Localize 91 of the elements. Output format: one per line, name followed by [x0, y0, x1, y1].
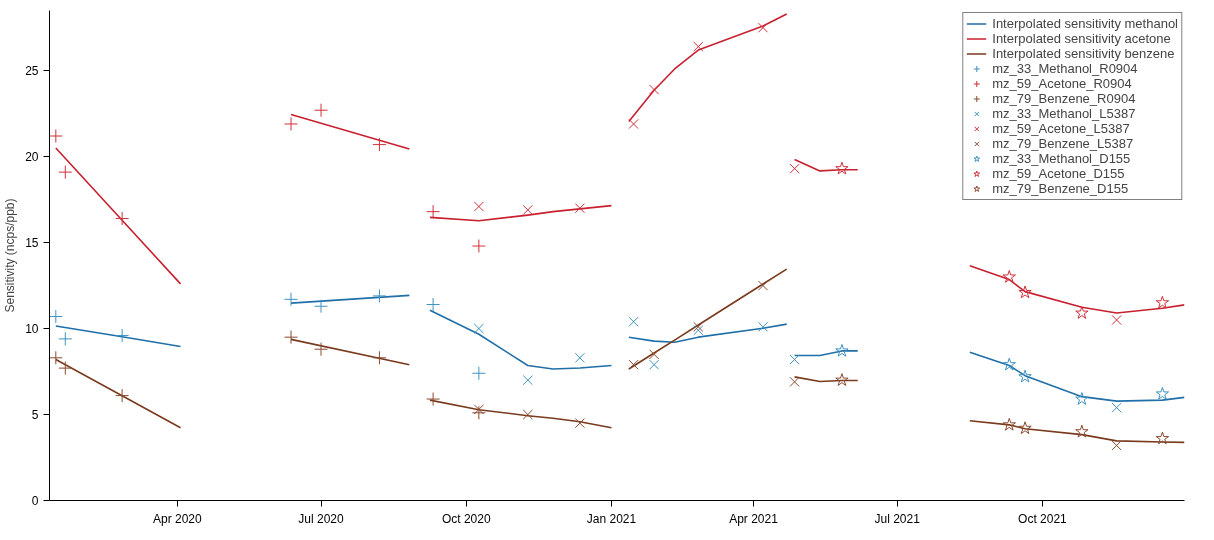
x-tick-label: Apr 2021: [729, 511, 779, 526]
point: [426, 297, 441, 312]
point: [522, 375, 533, 386]
y-tick-label: 5: [31, 408, 39, 423]
point: [314, 342, 329, 357]
point: [1075, 392, 1089, 405]
point: [372, 288, 387, 303]
point: [693, 321, 704, 332]
point: [574, 352, 585, 363]
point: [284, 292, 299, 307]
point: [1002, 269, 1016, 283]
point: [471, 239, 486, 254]
point: [649, 359, 660, 370]
legend-label: Interpolated sensitivity benzene: [992, 46, 1175, 61]
legend-label: mz_59_Acetone_D155: [992, 166, 1125, 181]
point: [314, 299, 329, 314]
y-tick-label: 10: [25, 322, 39, 337]
point: [1155, 295, 1170, 309]
point: [1018, 421, 1032, 435]
point: [115, 211, 130, 226]
point: [1111, 440, 1122, 451]
x-tick-label: Jul 2021: [874, 511, 921, 526]
point: [115, 388, 130, 403]
point: [1155, 386, 1170, 400]
point: [58, 361, 73, 376]
legend-label: Interpolated sensitivity methanol: [992, 16, 1178, 31]
point: [835, 161, 849, 175]
point: [1018, 369, 1032, 383]
legend-label: mz_79_Benzene_R0904: [992, 91, 1136, 106]
point: [649, 349, 660, 360]
point: [628, 316, 639, 327]
y-tick-label: 25: [25, 64, 39, 79]
y-tick-label: 15: [25, 236, 39, 251]
point: [1075, 306, 1089, 319]
point: [49, 129, 63, 144]
legend-label: mz_59_Acetone_R0904: [992, 76, 1132, 91]
legend-label: mz_33_Methanol_L5387: [992, 106, 1136, 121]
point: [1155, 431, 1170, 445]
point: [284, 330, 299, 345]
point: [789, 376, 800, 387]
point: [574, 203, 585, 214]
point: [757, 22, 769, 33]
point: [1111, 314, 1122, 326]
point: [426, 392, 441, 407]
y-axis-title: Sensitivity (ncps/ppb): [3, 198, 18, 313]
point: [574, 418, 585, 429]
point: [628, 359, 639, 370]
point: [58, 165, 73, 180]
x-tick-label: Oct 2021: [1018, 511, 1068, 526]
point: [522, 204, 533, 216]
point: [115, 328, 130, 343]
point: [49, 309, 63, 324]
point: [473, 323, 484, 334]
legend-label: mz_33_Methanol_R0904: [992, 61, 1138, 76]
point: [473, 201, 484, 212]
y-tick-label: 20: [25, 150, 39, 165]
point: [789, 354, 800, 365]
x-tick-label: Oct 2020: [441, 511, 491, 526]
point: [471, 405, 486, 420]
legend-label: mz_79_Benzene_L5387: [992, 136, 1134, 151]
point: [693, 325, 704, 336]
point: [628, 118, 639, 130]
point: [522, 409, 533, 420]
legend-label: Interpolated sensitivity acetone: [992, 31, 1171, 46]
point: [757, 321, 769, 332]
point: [372, 350, 387, 365]
y-tick-label: 0: [31, 494, 39, 508]
point: [693, 41, 704, 52]
x-tick-label: Apr 2020: [153, 511, 203, 526]
point: [1075, 424, 1089, 438]
legend-label: mz_59_Acetone_L5387: [992, 121, 1130, 136]
point: [284, 116, 299, 131]
point: [426, 204, 441, 219]
point: [757, 280, 769, 291]
legend-label: mz_79_Benzene_D155: [992, 181, 1129, 196]
point: [1018, 285, 1032, 299]
point: [789, 163, 800, 174]
point: [471, 366, 486, 381]
point: [1002, 417, 1016, 431]
point: [835, 343, 849, 357]
point: [314, 103, 329, 118]
legend-label: mz_33_Methanol_D155: [992, 151, 1131, 166]
point: [1111, 402, 1122, 413]
x-tick-label: Jul 2020: [298, 511, 345, 526]
point: [1002, 357, 1016, 371]
point: [649, 84, 660, 95]
point: [58, 331, 73, 346]
point: [372, 137, 387, 152]
x-tick-label: Jan 2021: [586, 511, 637, 526]
point: [49, 350, 63, 365]
point: [835, 373, 849, 386]
